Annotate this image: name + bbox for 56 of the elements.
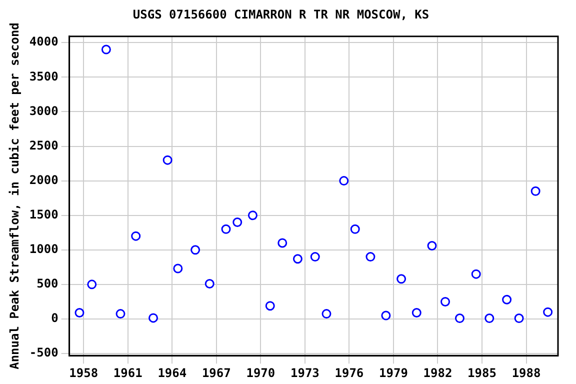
x-tick-label: 1967 xyxy=(202,366,231,380)
point xyxy=(396,274,406,284)
y-tick-label: 2500 xyxy=(29,138,58,152)
point xyxy=(454,314,464,324)
y-tick-label: 1000 xyxy=(29,242,58,256)
point xyxy=(412,308,422,318)
point xyxy=(74,308,84,318)
y-tick-label: 0 xyxy=(51,311,58,326)
point xyxy=(530,186,540,196)
y-tick-label: 3000 xyxy=(29,104,58,118)
point xyxy=(148,313,158,323)
point xyxy=(292,254,302,264)
point xyxy=(339,176,349,186)
x-tick-label: 1961 xyxy=(113,366,142,380)
point xyxy=(248,210,258,220)
x-tick-label: 1970 xyxy=(246,366,276,380)
point xyxy=(162,155,172,165)
point xyxy=(310,252,320,262)
point xyxy=(322,309,332,319)
chart-title: USGS 07156600 CIMARRON R TR NR MOSCOW, KS xyxy=(132,7,430,22)
x-tick-label: 1958 xyxy=(69,366,98,380)
point xyxy=(484,314,494,324)
y-axis-title: Annual Peak Streamflow, in cubic feet per second xyxy=(7,22,22,370)
point xyxy=(427,240,437,250)
point xyxy=(265,301,275,311)
y-tick-label: 2000 xyxy=(29,172,58,187)
point xyxy=(101,44,111,54)
point xyxy=(232,218,242,228)
point xyxy=(366,252,376,262)
x-tick-label: 1964 xyxy=(158,366,187,380)
point xyxy=(502,294,512,304)
x-tick-label: 1979 xyxy=(379,366,408,380)
point xyxy=(471,269,481,279)
point xyxy=(116,309,126,319)
y-tick-label: 1500 xyxy=(29,207,58,222)
y-tick-label: 3500 xyxy=(29,69,58,84)
x-tick-label: 1973 xyxy=(290,366,320,380)
y-tick-label: -500 xyxy=(29,346,58,360)
point xyxy=(131,231,141,241)
point xyxy=(173,264,183,274)
y-tick-label: 500 xyxy=(36,276,58,291)
x-tick-label: 1976 xyxy=(334,366,364,380)
point xyxy=(543,307,553,317)
point xyxy=(350,224,360,234)
point xyxy=(278,238,288,248)
point xyxy=(514,314,524,324)
point xyxy=(87,280,97,290)
point xyxy=(381,310,391,320)
y-tick-label: 4000 xyxy=(29,34,58,49)
point xyxy=(190,245,200,255)
point xyxy=(440,296,450,306)
point xyxy=(204,278,214,288)
x-tick-label: 1988 xyxy=(512,366,541,380)
x-tick-label: 1985 xyxy=(468,366,496,380)
point xyxy=(221,224,231,234)
x-tick-label: 1982 xyxy=(423,366,452,380)
